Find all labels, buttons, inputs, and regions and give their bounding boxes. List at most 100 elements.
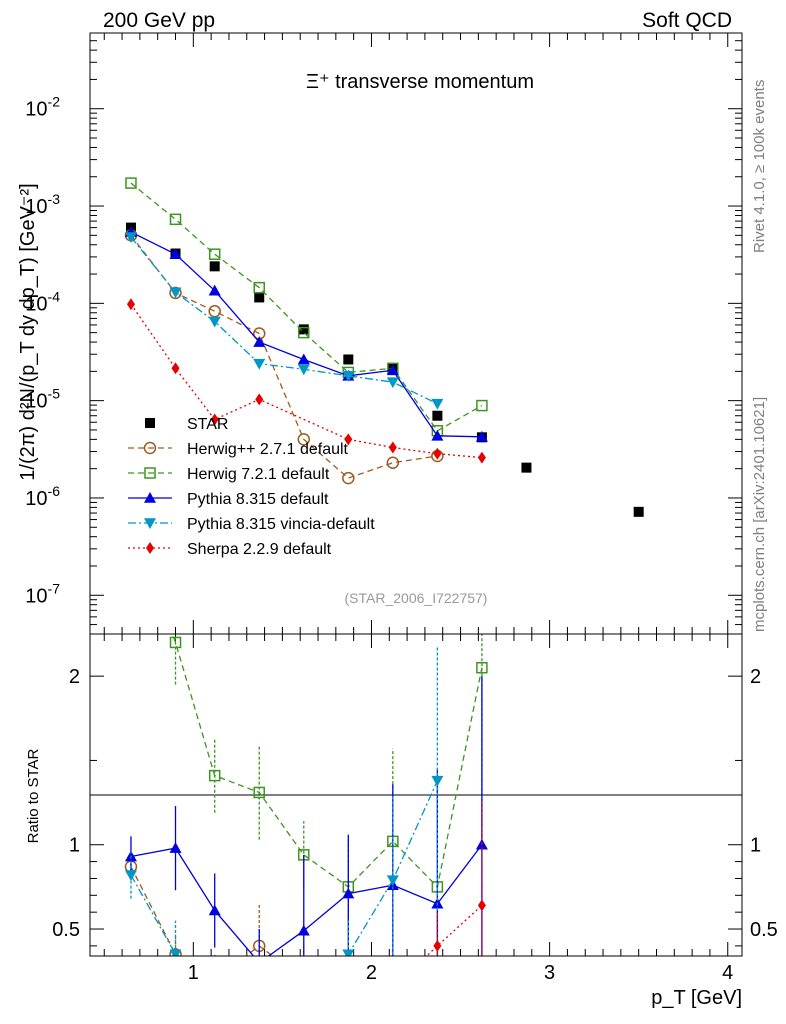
rivet-version-label: Rivet 4.1.0, ≥ 100k events xyxy=(751,80,768,253)
y-tick-label: 10-4 xyxy=(25,288,60,315)
point-herwig-7-2-1-default xyxy=(253,281,265,294)
ratio-point-sherpa-2-2-9-default xyxy=(127,980,135,992)
x-axis-label: p_T [GeV] xyxy=(651,987,742,1009)
ratio-point-herwig-2-7-1-default xyxy=(209,974,220,985)
reference-label: (STAR_2006_I722757) xyxy=(345,590,488,606)
ratio-point-sherpa-2-2-9-default xyxy=(433,939,442,952)
ratio-panel xyxy=(124,519,488,1014)
plot-title: Ξ⁺ transverse momentum xyxy=(306,71,534,93)
point-sherpa-2-2-9-default xyxy=(433,447,442,460)
point-star xyxy=(254,292,265,303)
point-pythia-8-315-default xyxy=(297,353,310,365)
ratio-point-pythia-8-315-default xyxy=(253,957,265,968)
point-sherpa-2-2-9-default xyxy=(344,433,353,446)
point-herwig-7-2-1-default xyxy=(476,399,488,412)
ratio-point-herwig-7-2-1-default xyxy=(253,786,265,799)
ratio-line-herwig-7-2-1-default xyxy=(171,634,483,889)
point-pythia-8-315-vincia-default xyxy=(253,358,266,370)
y-tick-label: 10-2 xyxy=(25,94,60,121)
series-line-pythia-8-315-vincia-default xyxy=(130,236,438,405)
header-right: Soft QCD xyxy=(642,9,732,32)
point-pythia-8-315-vincia-default xyxy=(342,371,355,382)
ratio-point-pythia-8-315-default xyxy=(169,842,182,853)
ratio-point-herwig-7-2-1-default xyxy=(476,661,488,674)
ratio-tick-label: 0.5 xyxy=(750,919,778,941)
point-pythia-8-315-default xyxy=(475,430,488,442)
point-herwig-2-7-1-default xyxy=(297,433,311,446)
point-herwig-7-2-1-default xyxy=(125,177,137,189)
mcplots-label: mcplots.cern.ch [arXiv:2401.10621] xyxy=(751,397,768,632)
ratio-tick-label: 1 xyxy=(750,835,761,857)
ratio-point-herwig-7-2-1-default xyxy=(126,519,136,529)
main-panel xyxy=(124,177,644,517)
y-tick-label: 10-3 xyxy=(25,191,60,218)
ratio-tick-label: 2 xyxy=(69,666,80,688)
point-pythia-8-315-default xyxy=(208,284,221,296)
x-tick-label: 1 xyxy=(188,962,199,984)
point-herwig-2-7-1-default xyxy=(169,286,182,300)
point-pythia-8-315-vincia-default xyxy=(386,377,399,389)
ratio-point-sherpa-2-2-9-default xyxy=(389,982,397,994)
ratio-line-herwig-2-7-1-default xyxy=(130,866,274,956)
ratio-point-pythia-8-315-vincia-default xyxy=(253,975,265,986)
legend-label-pythia-8-315-default: Pythia 8.315 default xyxy=(187,491,329,508)
legend-label-pythia-8-315-vincia-default: Pythia 8.315 vincia-default xyxy=(187,516,375,533)
x-tick-label: 3 xyxy=(544,962,555,984)
point-herwig-7-2-1-default xyxy=(298,326,310,339)
series-line-sherpa-2-2-9-default xyxy=(130,303,482,459)
axes: 1 2 3 4 10-7 10-6 10-5 10-4 10-3 10-2 0.5 0.5 1 1 2 2 xyxy=(25,32,778,984)
ratio-point-sherpa-2-2-9-default xyxy=(211,1002,219,1014)
ratio-point-pythia-8-315-vincia-default xyxy=(298,975,310,986)
series-line-herwig-2-7-1-default xyxy=(130,234,438,479)
y-tick-label: 10-6 xyxy=(25,483,60,510)
point-herwig-2-7-1-default xyxy=(208,304,221,318)
point-pythia-8-315-default xyxy=(253,336,266,347)
legend: STAR Herwig++ 2.7.1 default Herwig 7.2.1 d… xyxy=(128,416,375,558)
ratio-point-sherpa-2-2-9-default xyxy=(255,992,263,1004)
legend-label-herwig-2-7-1-default: Herwig++ 2.7.1 default xyxy=(187,441,349,458)
point-pythia-8-315-default xyxy=(169,248,182,259)
point-pythia-8-315-vincia-default xyxy=(124,232,137,244)
ratio-point-sherpa-2-2-9-default xyxy=(344,982,352,994)
y-axis-label: 1/(2π) d²N/(p_T dy dp_T) [GeV⁻²] xyxy=(17,183,39,480)
point-star xyxy=(209,261,220,272)
point-pythia-8-315-default xyxy=(386,364,399,376)
legend-label-sherpa-2-2-9-default: Sherpa 2.2.9 default xyxy=(187,541,332,558)
legend-label-herwig-7-2-1-default: Herwig 7.2.1 default xyxy=(187,466,330,483)
point-herwig-2-7-1-default xyxy=(386,456,400,470)
legend-marker-herwig-7-2-1-default xyxy=(144,467,156,479)
ratio-point-pythia-8-315-default xyxy=(297,924,310,936)
legend-marker-pythia-8-315-default xyxy=(144,492,156,503)
point-herwig-7-2-1-default xyxy=(208,248,221,260)
ratio-point-herwig-2-7-1-default xyxy=(298,974,309,985)
y-tick-label: 10-5 xyxy=(25,386,60,413)
ratio-line-sherpa-2-2-9-default xyxy=(425,904,483,956)
point-star xyxy=(432,410,443,421)
point-herwig-7-2-1-default xyxy=(169,213,182,226)
point-pythia-8-315-vincia-default xyxy=(169,287,182,299)
ratio-tick-label: 1 xyxy=(69,835,80,857)
point-star xyxy=(633,506,644,517)
ratio-point-pythia-8-315-vincia-default xyxy=(386,875,399,887)
ratio-axis-label: Ratio to STAR xyxy=(25,748,42,843)
legend-marker-sherpa-2-2-9-default xyxy=(146,542,154,554)
ratio-tick-label: 0.5 xyxy=(52,919,80,941)
point-sherpa-2-2-9-default xyxy=(388,441,397,454)
point-sherpa-2-2-9-default xyxy=(126,298,135,311)
point-sherpa-2-2-9-default xyxy=(477,451,486,464)
point-pythia-8-315-default xyxy=(431,429,444,441)
legend-marker-herwig-2-7-1-default xyxy=(143,441,157,455)
point-sherpa-2-2-9-default xyxy=(255,393,264,406)
ratio-point-pythia-8-315-vincia-default xyxy=(124,870,137,882)
ratio-tick-label: 2 xyxy=(750,666,761,688)
point-sherpa-2-2-9-default xyxy=(210,413,219,426)
ratio-point-pythia-8-315-vincia-default xyxy=(169,949,182,956)
ratio-point-herwig-7-2-1-default xyxy=(208,769,221,782)
series-line-herwig-7-2-1-default xyxy=(130,182,483,432)
ratio-point-pythia-8-315-default xyxy=(208,904,221,916)
point-star xyxy=(521,462,532,473)
point-herwig-2-7-1-default xyxy=(342,471,355,485)
ratio-line-pythia-8-315-default xyxy=(130,844,483,956)
ratio-point-herwig-2-7-1-default xyxy=(169,948,182,956)
